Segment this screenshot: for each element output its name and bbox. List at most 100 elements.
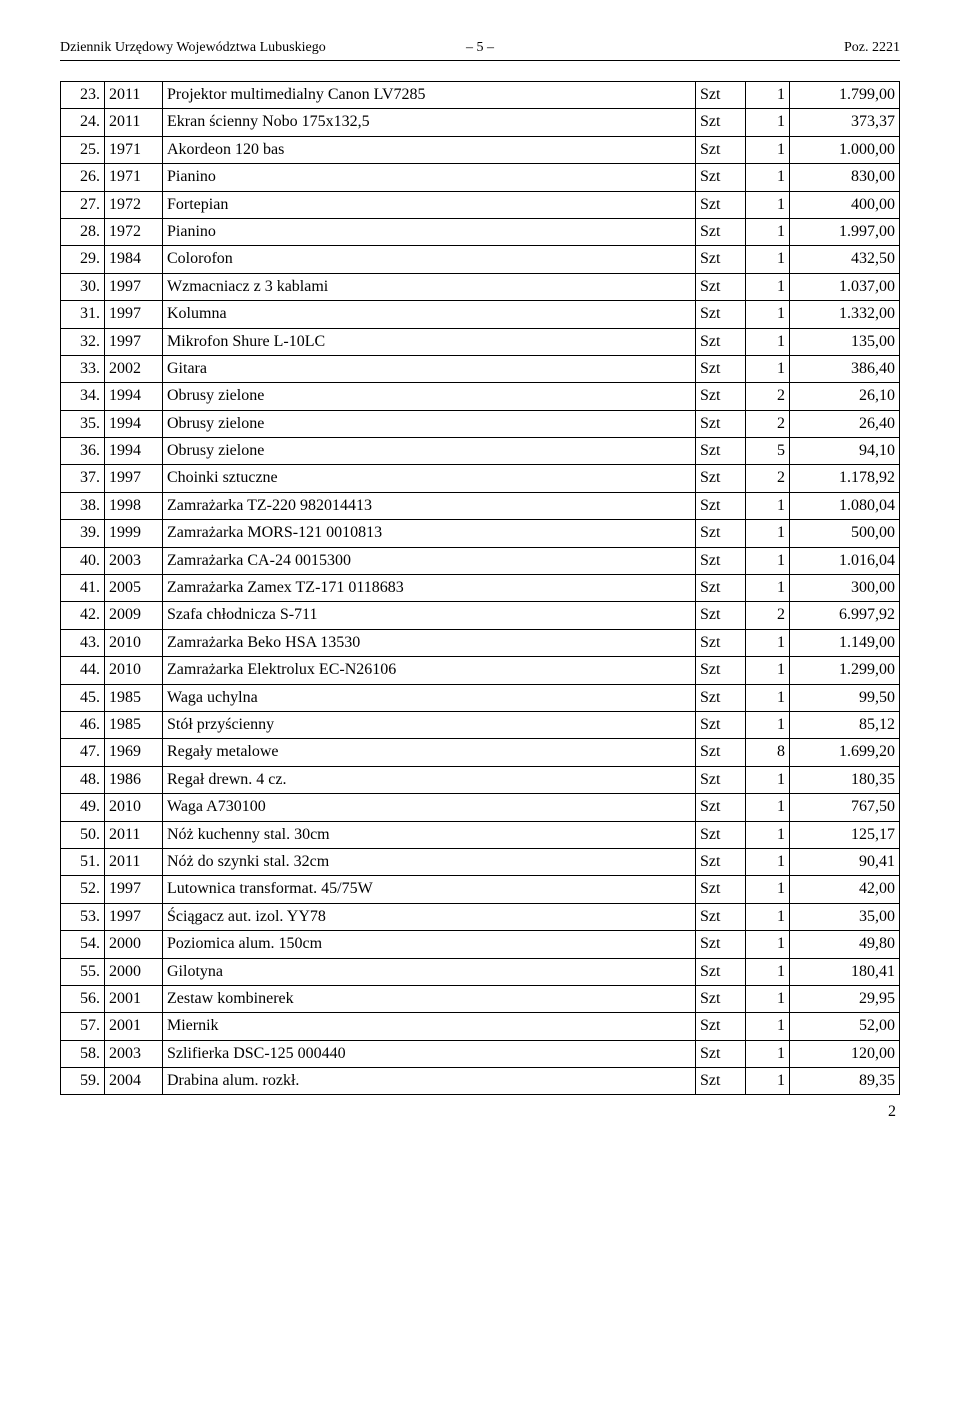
row-number-cell: 27. [61, 191, 105, 218]
description-cell: Obrusy zielone [163, 438, 696, 465]
year-cell: 1997 [105, 903, 163, 930]
price-cell: 1.799,00 [790, 82, 900, 109]
unit-cell: Szt [696, 766, 746, 793]
unit-cell: Szt [696, 711, 746, 738]
row-number-cell: 30. [61, 273, 105, 300]
price-cell: 1.299,00 [790, 657, 900, 684]
description-cell: Zamrażarka Beko HSA 13530 [163, 629, 696, 656]
quantity-cell: 1 [746, 931, 790, 958]
year-cell: 1994 [105, 438, 163, 465]
description-cell: Regały metalowe [163, 739, 696, 766]
year-cell: 2011 [105, 82, 163, 109]
table-row: 46.1985Stół przyściennySzt185,12 [61, 711, 900, 738]
year-cell: 1997 [105, 876, 163, 903]
price-cell: 90,41 [790, 848, 900, 875]
description-cell: Akordeon 120 bas [163, 136, 696, 163]
unit-cell: Szt [696, 438, 746, 465]
price-cell: 26,40 [790, 410, 900, 437]
description-cell: Ściągacz aut. izol. YY78 [163, 903, 696, 930]
row-number-cell: 41. [61, 575, 105, 602]
description-cell: Zamrażarka Zamex TZ-171 0118683 [163, 575, 696, 602]
description-cell: Waga A730100 [163, 794, 696, 821]
description-cell: Ekran ścienny Nobo 175x132,5 [163, 109, 696, 136]
unit-cell: Szt [696, 520, 746, 547]
row-number-cell: 43. [61, 629, 105, 656]
row-number-cell: 29. [61, 246, 105, 273]
year-cell: 1997 [105, 273, 163, 300]
quantity-cell: 1 [746, 492, 790, 519]
year-cell: 1972 [105, 191, 163, 218]
row-number-cell: 34. [61, 383, 105, 410]
description-cell: Zamrażarka Elektrolux EC-N26106 [163, 657, 696, 684]
description-cell: Obrusy zielone [163, 410, 696, 437]
unit-cell: Szt [696, 328, 746, 355]
description-cell: Zamrażarka TZ-220 982014413 [163, 492, 696, 519]
quantity-cell: 1 [746, 958, 790, 985]
quantity-cell: 1 [746, 711, 790, 738]
quantity-cell: 1 [746, 848, 790, 875]
price-cell: 52,00 [790, 1013, 900, 1040]
table-row: 51.2011Nóż do szynki stal. 32cmSzt190,41 [61, 848, 900, 875]
table-row: 43.2010Zamrażarka Beko HSA 13530Szt11.14… [61, 629, 900, 656]
quantity-cell: 1 [746, 328, 790, 355]
year-cell: 1986 [105, 766, 163, 793]
unit-cell: Szt [696, 136, 746, 163]
year-cell: 2010 [105, 629, 163, 656]
unit-cell: Szt [696, 218, 746, 245]
unit-cell: Szt [696, 383, 746, 410]
table-row: 44.2010Zamrażarka Elektrolux EC-N26106Sz… [61, 657, 900, 684]
quantity-cell: 1 [746, 821, 790, 848]
year-cell: 2003 [105, 1040, 163, 1067]
year-cell: 2011 [105, 848, 163, 875]
unit-cell: Szt [696, 575, 746, 602]
quantity-cell: 2 [746, 465, 790, 492]
quantity-cell: 1 [746, 355, 790, 382]
page-header: Dziennik Urzędowy Województwa Lubuskiego… [60, 40, 900, 56]
description-cell: Szlifierka DSC-125 000440 [163, 1040, 696, 1067]
quantity-cell: 1 [746, 164, 790, 191]
unit-cell: Szt [696, 410, 746, 437]
table-row: 58.2003Szlifierka DSC-125 000440Szt1120,… [61, 1040, 900, 1067]
table-row: 35.1994Obrusy zieloneSzt226,40 [61, 410, 900, 437]
row-number-cell: 25. [61, 136, 105, 163]
description-cell: Waga uchylna [163, 684, 696, 711]
quantity-cell: 1 [746, 629, 790, 656]
price-cell: 386,40 [790, 355, 900, 382]
year-cell: 2001 [105, 985, 163, 1012]
price-cell: 400,00 [790, 191, 900, 218]
row-number-cell: 57. [61, 1013, 105, 1040]
unit-cell: Szt [696, 465, 746, 492]
unit-cell: Szt [696, 109, 746, 136]
price-cell: 6.997,92 [790, 602, 900, 629]
description-cell: Nóż do szynki stal. 32cm [163, 848, 696, 875]
year-cell: 1972 [105, 218, 163, 245]
row-number-cell: 50. [61, 821, 105, 848]
row-number-cell: 54. [61, 931, 105, 958]
year-cell: 2004 [105, 1068, 163, 1095]
inventory-table: 23.2011Projektor multimedialny Canon LV7… [60, 81, 900, 1095]
row-number-cell: 33. [61, 355, 105, 382]
year-cell: 1971 [105, 136, 163, 163]
table-row: 38.1998Zamrażarka TZ-220 982014413Szt11.… [61, 492, 900, 519]
year-cell: 1984 [105, 246, 163, 273]
quantity-cell: 1 [746, 109, 790, 136]
row-number-cell: 47. [61, 739, 105, 766]
row-number-cell: 45. [61, 684, 105, 711]
price-cell: 432,50 [790, 246, 900, 273]
quantity-cell: 1 [746, 191, 790, 218]
quantity-cell: 1 [746, 766, 790, 793]
price-cell: 1.037,00 [790, 273, 900, 300]
price-cell: 85,12 [790, 711, 900, 738]
year-cell: 2011 [105, 109, 163, 136]
table-row: 24.2011Ekran ścienny Nobo 175x132,5Szt13… [61, 109, 900, 136]
row-number-cell: 39. [61, 520, 105, 547]
quantity-cell: 1 [746, 520, 790, 547]
quantity-cell: 1 [746, 1040, 790, 1067]
unit-cell: Szt [696, 684, 746, 711]
price-cell: 1.178,92 [790, 465, 900, 492]
table-row: 48.1986Regał drewn. 4 cz.Szt1180,35 [61, 766, 900, 793]
row-number-cell: 42. [61, 602, 105, 629]
quantity-cell: 1 [746, 301, 790, 328]
quantity-cell: 1 [746, 547, 790, 574]
row-number-cell: 49. [61, 794, 105, 821]
